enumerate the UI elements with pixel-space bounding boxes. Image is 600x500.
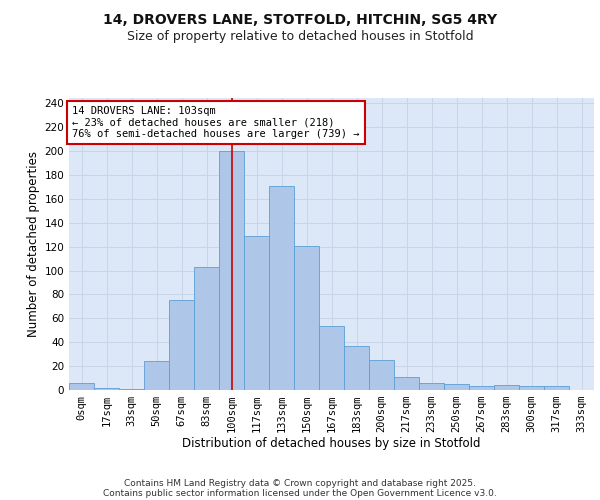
Text: 14, DROVERS LANE, STOTFOLD, HITCHIN, SG5 4RY: 14, DROVERS LANE, STOTFOLD, HITCHIN, SG5…	[103, 12, 497, 26]
Text: Contains public sector information licensed under the Open Government Licence v3: Contains public sector information licen…	[103, 488, 497, 498]
Text: Contains HM Land Registry data © Crown copyright and database right 2025.: Contains HM Land Registry data © Crown c…	[124, 478, 476, 488]
Bar	[544, 386, 569, 390]
Bar	[244, 236, 269, 390]
Bar	[319, 326, 344, 390]
Bar	[194, 267, 219, 390]
Bar	[119, 389, 144, 390]
X-axis label: Distribution of detached houses by size in Stotfold: Distribution of detached houses by size …	[182, 436, 481, 450]
Bar	[94, 388, 119, 390]
Bar	[494, 385, 519, 390]
Text: Size of property relative to detached houses in Stotfold: Size of property relative to detached ho…	[127, 30, 473, 43]
Bar	[444, 384, 469, 390]
Y-axis label: Number of detached properties: Number of detached properties	[27, 151, 40, 337]
Bar	[344, 346, 369, 390]
Bar	[169, 300, 194, 390]
Bar	[219, 151, 244, 390]
Bar	[294, 246, 319, 390]
Bar	[469, 386, 494, 390]
Bar	[394, 377, 419, 390]
Bar	[69, 383, 94, 390]
Bar	[369, 360, 394, 390]
Bar	[144, 362, 169, 390]
Bar	[269, 186, 294, 390]
Bar	[419, 383, 444, 390]
Text: 14 DROVERS LANE: 103sqm
← 23% of detached houses are smaller (218)
76% of semi-d: 14 DROVERS LANE: 103sqm ← 23% of detache…	[72, 106, 359, 139]
Bar	[519, 386, 544, 390]
